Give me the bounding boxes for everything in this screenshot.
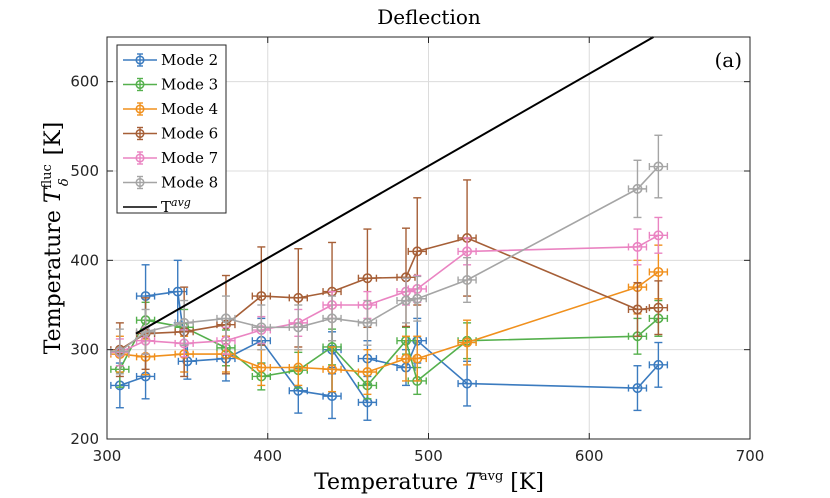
x-tick-label: 700 <box>736 447 765 465</box>
x-axis-label-unit: [K] <box>503 470 544 495</box>
series-t <box>135 36 654 335</box>
data-point <box>362 273 373 284</box>
data-point <box>412 246 423 257</box>
x-tick-label: 400 <box>253 447 282 465</box>
data-point <box>256 291 267 302</box>
x-axis-label-text: Temperature <box>314 470 465 495</box>
chart-title: Deflection <box>377 5 481 29</box>
data-point <box>653 230 664 241</box>
data-point <box>400 295 411 306</box>
legend-label: Mode 4 <box>161 100 218 118</box>
y-axis-label-sub: δ <box>57 178 72 186</box>
x-axis-label-symbol: T <box>465 470 482 495</box>
legend-label: Mode 2 <box>161 51 218 69</box>
legend-label-text: Mode 2 <box>161 51 218 69</box>
legend-label-text: Mode 8 <box>161 174 218 192</box>
data-point <box>256 362 267 373</box>
data-point <box>256 322 267 333</box>
legend-label: Mode 3 <box>161 76 218 94</box>
legend-swatch-marker <box>135 177 145 188</box>
legend-swatch-marker <box>135 153 145 163</box>
y-axis-label-symbol: T <box>41 186 66 203</box>
y-tick-label: 400 <box>70 251 99 269</box>
data-point <box>327 364 338 375</box>
data-point <box>462 274 473 285</box>
data-point <box>462 337 473 348</box>
data-point <box>293 322 304 333</box>
legend-swatch-marker <box>135 128 145 139</box>
data-point <box>462 246 473 257</box>
legend-swatch-marker <box>135 79 145 90</box>
legend-swatch-marker <box>135 104 145 114</box>
y-axis-label-unit: [K] <box>41 122 66 163</box>
panel-label: (a) <box>714 48 742 72</box>
y-tick-label: 300 <box>70 341 99 359</box>
data-point <box>220 313 231 324</box>
data-point <box>632 304 643 315</box>
data-point <box>632 183 643 194</box>
y-tick-label: 500 <box>70 162 99 180</box>
reference-line <box>135 36 654 335</box>
legend-label: Mode 6 <box>161 125 218 143</box>
legend-swatch-marker <box>135 55 145 65</box>
legend-label-text: Mode 7 <box>161 149 218 167</box>
data-point <box>172 286 183 297</box>
data-point <box>653 266 664 277</box>
data-point <box>653 161 664 172</box>
series-group <box>110 36 669 421</box>
data-point <box>179 317 190 328</box>
x-tick-label: 300 <box>93 447 122 465</box>
x-tick-label: 500 <box>414 447 443 465</box>
data-point <box>653 359 664 370</box>
x-tick-label: 600 <box>575 447 604 465</box>
legend: Mode 2 Mode 3 Mode 4 Mode 6 Mode 7 Mode 8 Tavg <box>116 44 227 216</box>
legend-label: Mode 8 <box>161 174 218 192</box>
data-point <box>114 346 125 357</box>
data-point <box>412 293 423 304</box>
y-tick-label: 600 <box>70 73 99 91</box>
data-point <box>462 378 473 389</box>
y-tick-label: 200 <box>70 430 99 448</box>
legend-label-text: Mode 4 <box>161 100 218 118</box>
data-point <box>412 353 423 364</box>
legend-label: Tavg <box>161 196 191 216</box>
series-mode-8 <box>110 134 669 375</box>
data-point <box>362 366 373 377</box>
data-point <box>362 317 373 328</box>
x-axis-label-sup: avg <box>480 469 503 484</box>
y-axis-label: Temperature Tfluc δ [K] <box>40 122 72 355</box>
data-point <box>327 313 338 324</box>
data-point <box>293 292 304 303</box>
data-point <box>293 362 304 373</box>
legend-label: Mode 7 <box>161 149 218 167</box>
legend-box <box>116 44 227 214</box>
x-axis-label: Temperature Tavg [K] <box>314 469 544 495</box>
data-point <box>632 383 643 394</box>
legend-label-sup: avg <box>171 196 191 209</box>
legend-label-text: Mode 6 <box>161 125 218 143</box>
y-axis-label-text: Temperature <box>41 203 66 354</box>
legend-label-text: Mode 3 <box>161 76 218 94</box>
data-point <box>632 241 643 252</box>
y-axis-label-sup: fluc <box>40 164 55 188</box>
data-point <box>653 302 664 313</box>
legend-label-text: T <box>161 198 171 216</box>
